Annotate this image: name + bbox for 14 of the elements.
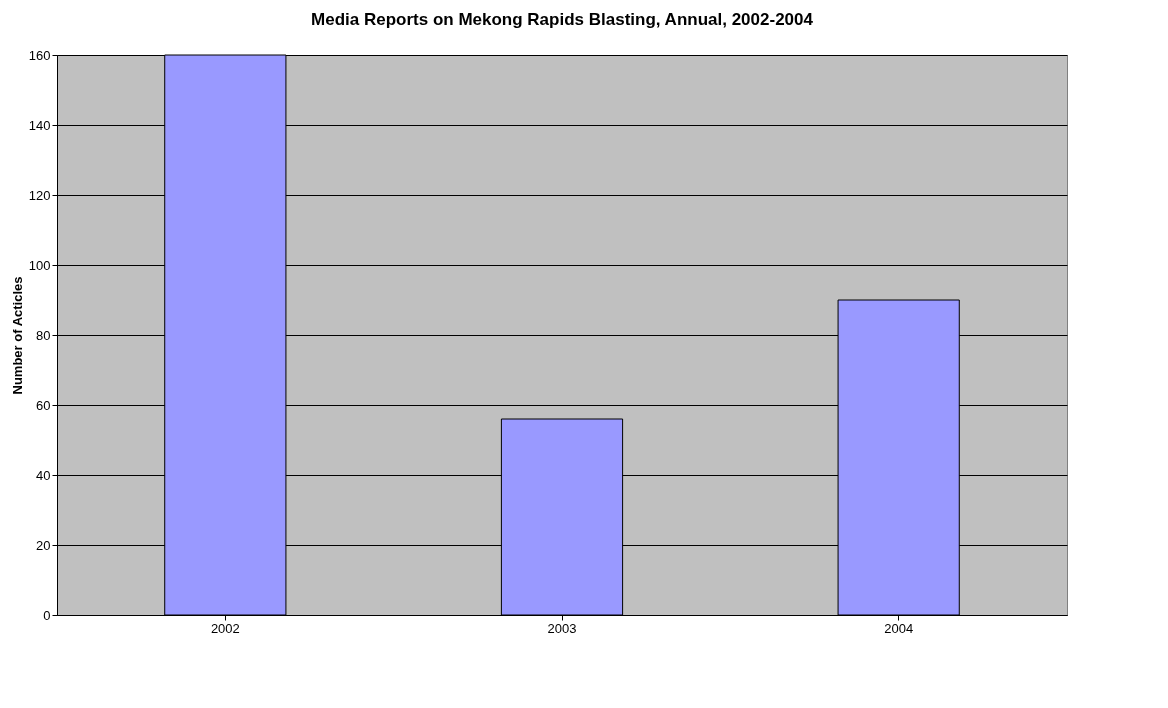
y-tick-label: 60 bbox=[36, 397, 51, 413]
y-axis-title: Number of Acticles bbox=[9, 276, 25, 395]
y-tick-label: 120 bbox=[28, 187, 51, 203]
x-tick-label: 2003 bbox=[547, 620, 577, 636]
y-tick-label: 20 bbox=[36, 537, 51, 553]
y-tick-label: 40 bbox=[36, 467, 51, 483]
y-tick-label: 140 bbox=[28, 117, 51, 133]
y-tick-label: 160 bbox=[28, 47, 51, 63]
x-tick-label: 2002 bbox=[210, 620, 240, 636]
x-tick-label: 2004 bbox=[884, 620, 914, 636]
y-tick-label: 80 bbox=[36, 327, 51, 343]
y-tick-label: 100 bbox=[28, 257, 51, 273]
chart-title: Media Reports on Mekong Rapids Blasting, Annual, 2002-2004 bbox=[311, 10, 814, 29]
y-tick-label: 0 bbox=[43, 607, 51, 623]
